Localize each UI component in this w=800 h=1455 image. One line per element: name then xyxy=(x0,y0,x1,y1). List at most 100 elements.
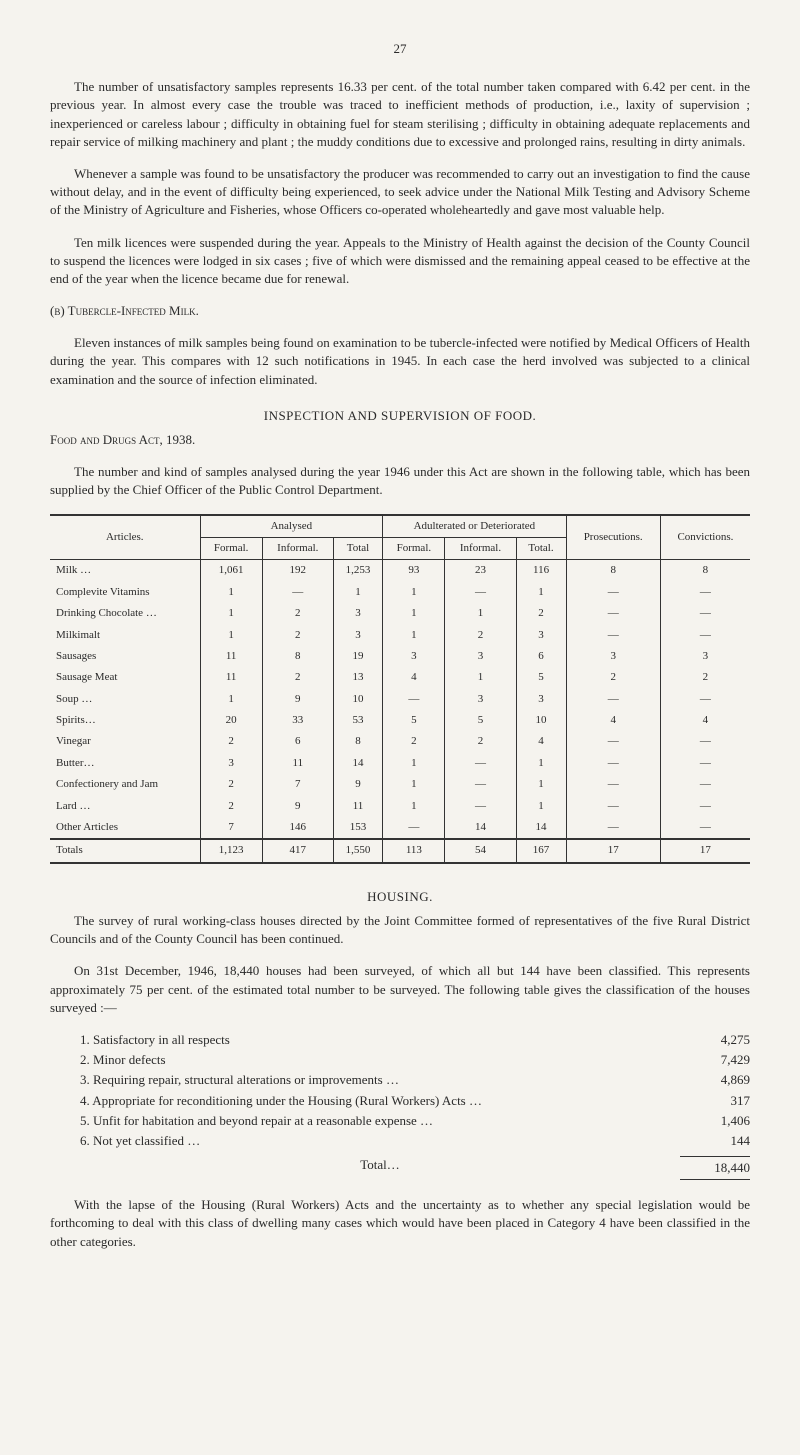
col-total: Total. xyxy=(516,537,566,559)
paragraph: On 31st December, 1946, 18,440 houses ha… xyxy=(50,962,750,1017)
housing-list: 1. Satisfactory in all respects4,2752. M… xyxy=(80,1031,750,1150)
cell: 2 xyxy=(660,667,750,688)
row-label: Lard … xyxy=(50,796,200,817)
col-prosecutions: Prosecutions. xyxy=(566,515,660,560)
cell: 153 xyxy=(333,817,382,839)
cell: 9 xyxy=(333,774,382,795)
housing-item-label: 3. Requiring repair, structural alterati… xyxy=(80,1071,680,1089)
cell: 19 xyxy=(333,646,382,667)
cell: — xyxy=(566,582,660,603)
cell: 3 xyxy=(445,646,516,667)
cell: 1 xyxy=(445,667,516,688)
col-formal: Formal. xyxy=(383,537,445,559)
row-label: Milkimalt xyxy=(50,625,200,646)
cell: 13 xyxy=(333,667,382,688)
cell: 8 xyxy=(333,731,382,752)
cell: 3 xyxy=(200,753,262,774)
cell: 11 xyxy=(333,796,382,817)
cell: 3 xyxy=(445,689,516,710)
cell: 2 xyxy=(383,731,445,752)
cell: — xyxy=(383,689,445,710)
cell: 2 xyxy=(262,625,333,646)
cell: 1 xyxy=(445,603,516,624)
housing-item-label: 6. Not yet classified … xyxy=(80,1132,680,1150)
cell: 146 xyxy=(262,817,333,839)
cell: — xyxy=(445,796,516,817)
housing-item: 4. Appropriate for reconditioning under … xyxy=(80,1092,750,1110)
cell: — xyxy=(660,689,750,710)
housing-item-value: 144 xyxy=(680,1132,750,1150)
row-label: Other Articles xyxy=(50,817,200,839)
cell: 7 xyxy=(200,817,262,839)
housing-item: 3. Requiring repair, structural alterati… xyxy=(80,1071,750,1089)
cell: 2 xyxy=(445,625,516,646)
cell: 3 xyxy=(516,625,566,646)
inspection-title: INSPECTION AND SUPERVISION OF FOOD. xyxy=(50,407,750,425)
cell: 2 xyxy=(262,667,333,688)
cell: 1 xyxy=(200,582,262,603)
cell: 1 xyxy=(383,796,445,817)
paragraph: Whenever a sample was found to be unsati… xyxy=(50,165,750,220)
col-adulterated: Adulterated or Deteriorated xyxy=(383,515,566,538)
cell: — xyxy=(566,603,660,624)
cell: 5 xyxy=(516,667,566,688)
cell: 2 xyxy=(445,731,516,752)
row-label: Complevite Vitamins xyxy=(50,582,200,603)
cell: — xyxy=(445,774,516,795)
cell: 6 xyxy=(516,646,566,667)
col-formal: Formal. xyxy=(200,537,262,559)
cell: 23 xyxy=(445,560,516,582)
cell: 417 xyxy=(262,839,333,862)
cell: — xyxy=(660,731,750,752)
cell: 1,550 xyxy=(333,839,382,862)
cell: 1,253 xyxy=(333,560,382,582)
cell: 3 xyxy=(333,625,382,646)
cell: 8 xyxy=(660,560,750,582)
cell: 1 xyxy=(516,796,566,817)
cell: — xyxy=(566,796,660,817)
paragraph: Eleven instances of milk samples being f… xyxy=(50,334,750,389)
cell: 54 xyxy=(445,839,516,862)
housing-item-value: 4,275 xyxy=(680,1031,750,1049)
cell: — xyxy=(262,582,333,603)
cell: 17 xyxy=(660,839,750,862)
cell: — xyxy=(566,625,660,646)
cell: 2 xyxy=(200,796,262,817)
housing-item: 1. Satisfactory in all respects4,275 xyxy=(80,1031,750,1049)
row-label: Butter… xyxy=(50,753,200,774)
cell: 10 xyxy=(333,689,382,710)
cell: 3 xyxy=(566,646,660,667)
subheading-b: (b) Tubercle-Infected Milk. xyxy=(50,302,750,320)
cell: 7 xyxy=(262,774,333,795)
cell: 2 xyxy=(262,603,333,624)
cell: 8 xyxy=(262,646,333,667)
cell: — xyxy=(660,796,750,817)
cell: — xyxy=(660,774,750,795)
cell: 5 xyxy=(445,710,516,731)
cell: — xyxy=(566,731,660,752)
cell: — xyxy=(566,774,660,795)
cell: 8 xyxy=(566,560,660,582)
cell: 2 xyxy=(516,603,566,624)
cell: 3 xyxy=(383,646,445,667)
cell: 2 xyxy=(200,731,262,752)
cell: — xyxy=(660,582,750,603)
cell: 20 xyxy=(200,710,262,731)
cell: 1 xyxy=(383,753,445,774)
cell: 3 xyxy=(516,689,566,710)
housing-item: 6. Not yet classified …144 xyxy=(80,1132,750,1150)
food-act-heading: Food and Drugs Act, 1938. xyxy=(50,431,750,449)
cell: — xyxy=(660,753,750,774)
cell: 1,123 xyxy=(200,839,262,862)
cell: 1 xyxy=(383,625,445,646)
cell: 3 xyxy=(333,603,382,624)
cell: 6 xyxy=(262,731,333,752)
housing-item-label: 1. Satisfactory in all respects xyxy=(80,1031,680,1049)
col-informal: Informal. xyxy=(262,537,333,559)
housing-item-value: 1,406 xyxy=(680,1112,750,1130)
housing-item-label: 2. Minor defects xyxy=(80,1051,680,1069)
cell: 17 xyxy=(566,839,660,862)
cell: 9 xyxy=(262,796,333,817)
cell: 1 xyxy=(383,603,445,624)
cell: 167 xyxy=(516,839,566,862)
